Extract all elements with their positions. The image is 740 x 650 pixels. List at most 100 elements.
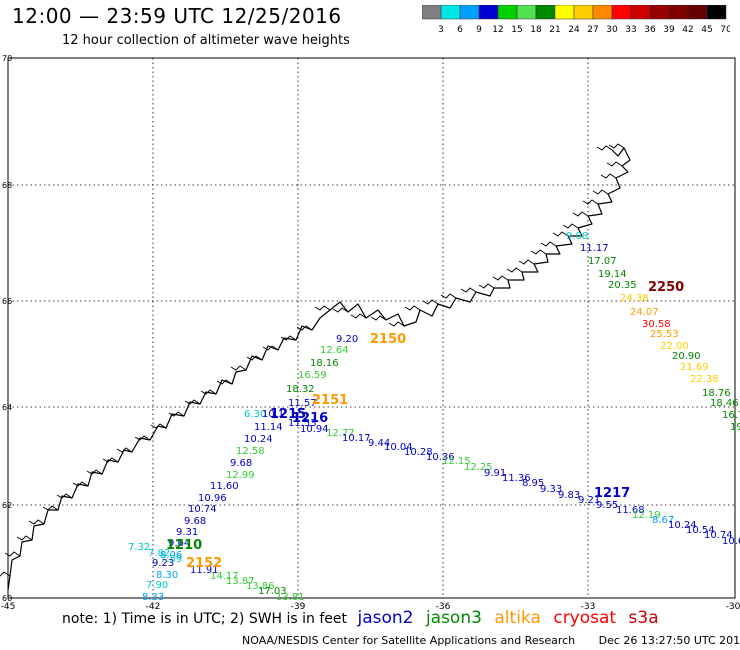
fjord-outline	[4, 551, 21, 557]
wave-height-value: 9.20	[336, 334, 358, 345]
wave-height-value: 11.91	[190, 565, 219, 576]
legend-label: 24	[568, 25, 580, 35]
wave-height-value: 10.94	[300, 424, 329, 435]
wave-height-value: 14.17	[210, 571, 239, 582]
wave-height-value: 10.6	[722, 536, 740, 547]
track-1217: 1217	[594, 486, 630, 501]
units-note: note: 1) Time is in UTC; 2) SWH is in fe…	[62, 611, 348, 627]
legend-label: 21	[549, 25, 560, 35]
wave-height-value: 11.68	[616, 505, 645, 516]
fjord-outline	[42, 505, 59, 511]
wave-height-value: 12.15	[442, 456, 471, 467]
satellite-s3a: s3a	[628, 608, 659, 628]
pass-time-label: 1216	[292, 411, 328, 426]
wave-height-value: 9.68	[184, 516, 206, 527]
page-subtitle: 12 hour collection of altimeter wave hei…	[62, 33, 350, 48]
track-1210: 7.327.828.067.59 8.307.908.33 1210	[128, 538, 202, 603]
fjord-outline	[422, 299, 439, 305]
wave-height-value: 10.74	[188, 504, 217, 515]
fjord-outline	[168, 411, 185, 417]
wave-height-value: 19	[730, 422, 740, 433]
longitude-label: -30	[726, 602, 740, 612]
fjord-outline	[388, 321, 405, 327]
wave-height-value: 10.17	[342, 433, 371, 444]
pass-time-label: 1217	[594, 486, 630, 501]
wave-height-value: 8.06	[160, 550, 182, 561]
wave-height-value: 30.58	[642, 319, 671, 330]
legend-label: 9	[476, 25, 482, 35]
credit-line: NOAA/NESDIS Center for Satellite Applica…	[242, 634, 740, 647]
fjord-outline	[600, 173, 617, 179]
fjord-outline	[562, 223, 579, 229]
wave-height-value: 12.19	[632, 510, 661, 521]
wave-height-value: 10.96	[198, 493, 227, 504]
longitude-label: -42	[146, 602, 161, 612]
wave-height-value: 13.87	[226, 576, 255, 587]
wave-height-value: 9.21	[578, 495, 600, 506]
legend-label: 15	[511, 25, 522, 35]
pass-time-label: 1210	[166, 538, 202, 553]
latitude-label: 62	[2, 501, 12, 510]
wave-height-value: 12.77	[326, 428, 355, 439]
longitude-label: -45	[1, 602, 16, 612]
legend-label: 45	[701, 25, 712, 35]
fjord-outline	[280, 335, 297, 341]
map-frame	[7, 57, 736, 599]
fjord-outline	[608, 143, 625, 149]
fjord-outline	[150, 423, 167, 429]
wave-height-value: 12.64	[320, 345, 349, 356]
latitude-label: 66	[2, 297, 12, 306]
wave-height-value: 9.33	[540, 484, 562, 495]
wave-height-value: 11.17	[580, 243, 609, 254]
fjord-outline	[370, 315, 387, 321]
wave-height-value: 10.28	[404, 447, 433, 458]
wave-height-value: 9.44	[368, 438, 390, 449]
latitude-label: 68	[2, 181, 12, 190]
wave-height-value: 9.55	[596, 500, 618, 511]
wave-height-value: 18.76	[702, 388, 731, 399]
latitude-label: 60	[2, 594, 12, 603]
fjord-outline	[606, 161, 623, 167]
latitude-label: 64	[2, 403, 12, 412]
legend-label: 6	[457, 25, 463, 35]
longitude-label: -39	[291, 602, 306, 612]
pass-time-label: 2250	[648, 280, 684, 295]
fjord-outline	[460, 287, 477, 293]
wave-height-value: 9.68	[230, 458, 252, 469]
legend-label: 12	[492, 25, 503, 35]
fjord-outline	[200, 389, 217, 395]
longitude-label: -33	[581, 602, 596, 612]
wave-height-value: 21.69	[680, 362, 709, 373]
wave-height-value: 25.53	[650, 329, 679, 340]
legend-label: 27	[587, 25, 598, 35]
legend-label: 30	[606, 25, 618, 35]
fjord-outline	[552, 231, 569, 237]
wave-height-value: 9.91	[484, 468, 506, 479]
pass-time-label: 2151	[312, 393, 348, 408]
wave-height-value: 8.30	[156, 570, 178, 581]
fjord-outline	[440, 293, 457, 299]
fjord-outline	[572, 211, 589, 217]
wave-height-value: 11.60	[210, 481, 239, 492]
wave-height-value: 10.54	[686, 525, 715, 536]
footer-note-row: note: 1) Time is in UTC; 2) SWH is in fe…	[62, 608, 667, 628]
fjord-outline	[596, 145, 613, 151]
page-title: 12:00 — 23:59 UTC 12/25/2016	[12, 4, 342, 28]
wave-height-value: 13.81	[276, 592, 305, 603]
satellite-jason2: jason2	[357, 608, 414, 628]
fjord-outline	[296, 325, 313, 331]
fjord-outline	[314, 305, 331, 311]
wave-height-value: 17.07	[588, 256, 617, 267]
fjord-outline	[216, 379, 233, 385]
wave-height-value: 20.35	[608, 280, 637, 291]
satellite-cryosat: cryosat	[553, 608, 617, 628]
wave-height-value: 8.95	[522, 478, 544, 489]
fjord-outline	[246, 355, 263, 361]
wave-height-value: 9.23	[152, 558, 174, 569]
wave-height-value: 12.58	[236, 446, 265, 457]
fjord-outline	[262, 345, 279, 351]
fjord-outline	[28, 519, 45, 525]
legend-label: 39	[663, 25, 675, 35]
